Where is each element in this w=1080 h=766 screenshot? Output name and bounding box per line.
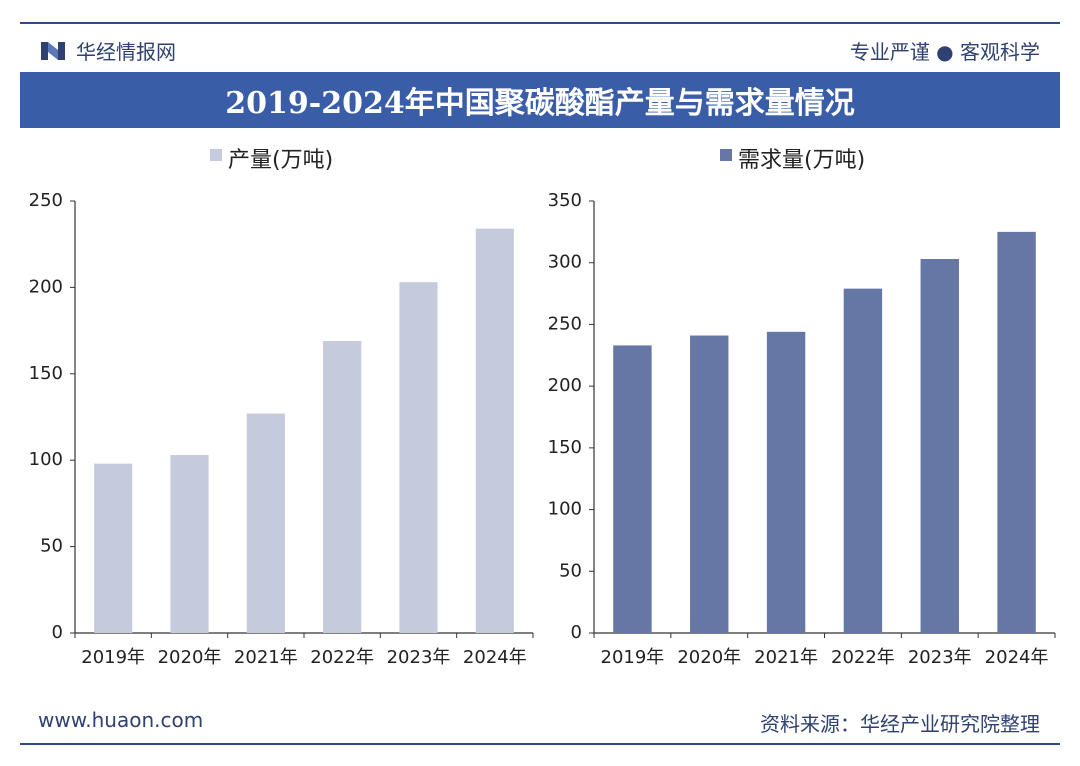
page-title: 2019-2024年中国聚碳酸酯产量与需求量情况 [225, 86, 855, 121]
production-x-tick-label: 2023年 [387, 647, 451, 668]
production-y-tick-label: 50 [40, 536, 63, 557]
production-y-tick-label: 0 [52, 622, 63, 643]
slogan: 专业严谨 ● 客观科学 [849, 40, 1040, 64]
production-bar [323, 340, 362, 633]
demand-legend-label: 需求量(万吨) [738, 148, 865, 173]
demand-legend: 需求量(万吨) [720, 148, 865, 173]
demand-y-tick-label: 100 [548, 499, 582, 520]
production-y-tick-label: 150 [29, 363, 63, 384]
production-y-tick-label: 100 [29, 449, 63, 470]
brand-name: 华经情报网 [76, 40, 176, 64]
demand-y-tick-label: 50 [559, 560, 582, 581]
bottom-rule [20, 743, 1060, 745]
demand-y-tick-label: 300 [548, 252, 582, 273]
production-x-tick-label: 2019年 [81, 647, 145, 668]
demand-y-tick-label: 350 [548, 190, 582, 211]
production-x-tick-label: 2021年 [234, 647, 298, 668]
chart-title-band: 2019-2024年中国聚碳酸酯产量与需求量情况 [20, 72, 1060, 128]
demand-bar [843, 288, 883, 633]
demand-x-tick-label: 2024年 [985, 647, 1049, 668]
demand-bar [690, 335, 729, 633]
top-rule [20, 22, 1060, 24]
demand-x-tick-label: 2021年 [754, 647, 818, 668]
demand-y-tick-label: 200 [548, 375, 582, 396]
production-y-tick-label: 250 [29, 190, 63, 211]
production-bar [399, 282, 438, 633]
demand-y-tick-label: 150 [548, 437, 582, 458]
demand-x-tick-label: 2019年 [601, 647, 665, 668]
production-x-tick-label: 2020年 [158, 647, 222, 668]
demand-bar [766, 331, 806, 633]
demand-y-tick-label: 250 [548, 313, 582, 334]
production-legend-swatch [210, 149, 222, 161]
production-bar [246, 413, 285, 633]
production-legend-label: 产量(万吨) [228, 148, 333, 173]
production-bar [94, 463, 133, 633]
brand: 华经情报网 [40, 36, 176, 65]
demand-bar [920, 259, 959, 633]
demand-y-tick-label: 0 [571, 622, 582, 643]
demand-bar [997, 231, 1036, 633]
demand-x-tick-label: 2020年 [677, 647, 741, 668]
brand-logo-icon [41, 41, 65, 60]
demand-x-tick-label: 2022年 [831, 647, 895, 668]
demand-legend-swatch [720, 149, 732, 161]
production-legend: 产量(万吨) [210, 148, 333, 173]
production-x-tick-label: 2024年 [463, 647, 527, 668]
demand-bar [613, 345, 652, 633]
demand-x-tick-label: 2023年 [908, 647, 972, 668]
production-bar [170, 455, 209, 633]
footer-source: 资料来源：华经产业研究院整理 [760, 712, 1040, 736]
production-y-tick-label: 200 [29, 276, 63, 297]
production-x-tick-label: 2022年 [310, 647, 374, 668]
footer-website: www.huaon.com [38, 708, 204, 732]
production-bar [475, 228, 514, 633]
